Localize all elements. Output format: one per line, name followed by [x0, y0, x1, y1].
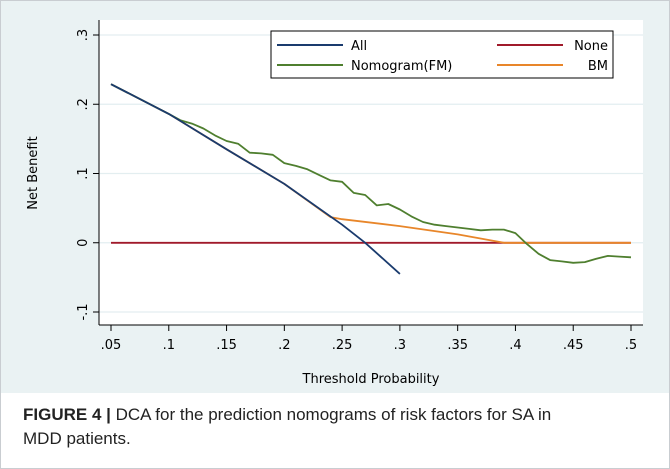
- legend-label-nomogram-fm: Nomogram(FM): [351, 59, 452, 74]
- x-tick-label: .5: [625, 338, 637, 353]
- legend-label-bm: BM: [588, 59, 608, 74]
- series-layer: [110, 83, 632, 275]
- legend-label-none: None: [574, 39, 608, 54]
- x-tick-label: .2: [278, 338, 290, 353]
- y-tick-label: .3: [76, 29, 91, 41]
- dca-chart: .05 .1 .15 .2 .25 .3 .35 .4 .45 .5 -.1 0 .1 .2 .3 All N…: [26, 20, 643, 387]
- y-tick-label: .1: [76, 167, 91, 179]
- x-tick-label: .15: [216, 338, 237, 353]
- x-tick-label: .35: [447, 338, 468, 353]
- x-tick-label: .45: [563, 338, 584, 353]
- x-tick-label: .25: [332, 338, 353, 353]
- legend-box: [270, 30, 614, 79]
- legend: All None Nomogram(FM) BM: [270, 30, 614, 79]
- figure-caption: FIGURE 4 | DCA for the prediction nomogr…: [23, 403, 583, 451]
- caption-text: DCA for the prediction nomograms of risk…: [23, 405, 552, 448]
- legend-label-all: All: [351, 39, 367, 54]
- series-line-all: [110, 83, 401, 275]
- y-tick-label: 0: [76, 239, 91, 247]
- x-tick-label: .4: [509, 338, 521, 353]
- axis-layer: .05 .1 .15 .2 .25 .3 .35 .4 .45 .5 -.1 0 .1 .2 .3: [76, 20, 643, 353]
- x-tick-label: .05: [101, 338, 122, 353]
- y-tick-label: .2: [76, 98, 91, 110]
- x-tick-label: .3: [394, 338, 406, 353]
- figure-label: FIGURE 4 |: [23, 405, 111, 424]
- plot-panel: .05 .1 .15 .2 .25 .3 .35 .4 .45 .5 -.1 0 .1 .2 .3 All N…: [1, 1, 669, 393]
- y-tick-label: -.1: [76, 303, 91, 320]
- series-line-nomogram-fm: [110, 83, 632, 264]
- y-axis-title: Net Benefit: [26, 136, 41, 209]
- x-axis-title: Threshold Probability: [302, 372, 440, 387]
- x-tick-label: .1: [163, 338, 175, 353]
